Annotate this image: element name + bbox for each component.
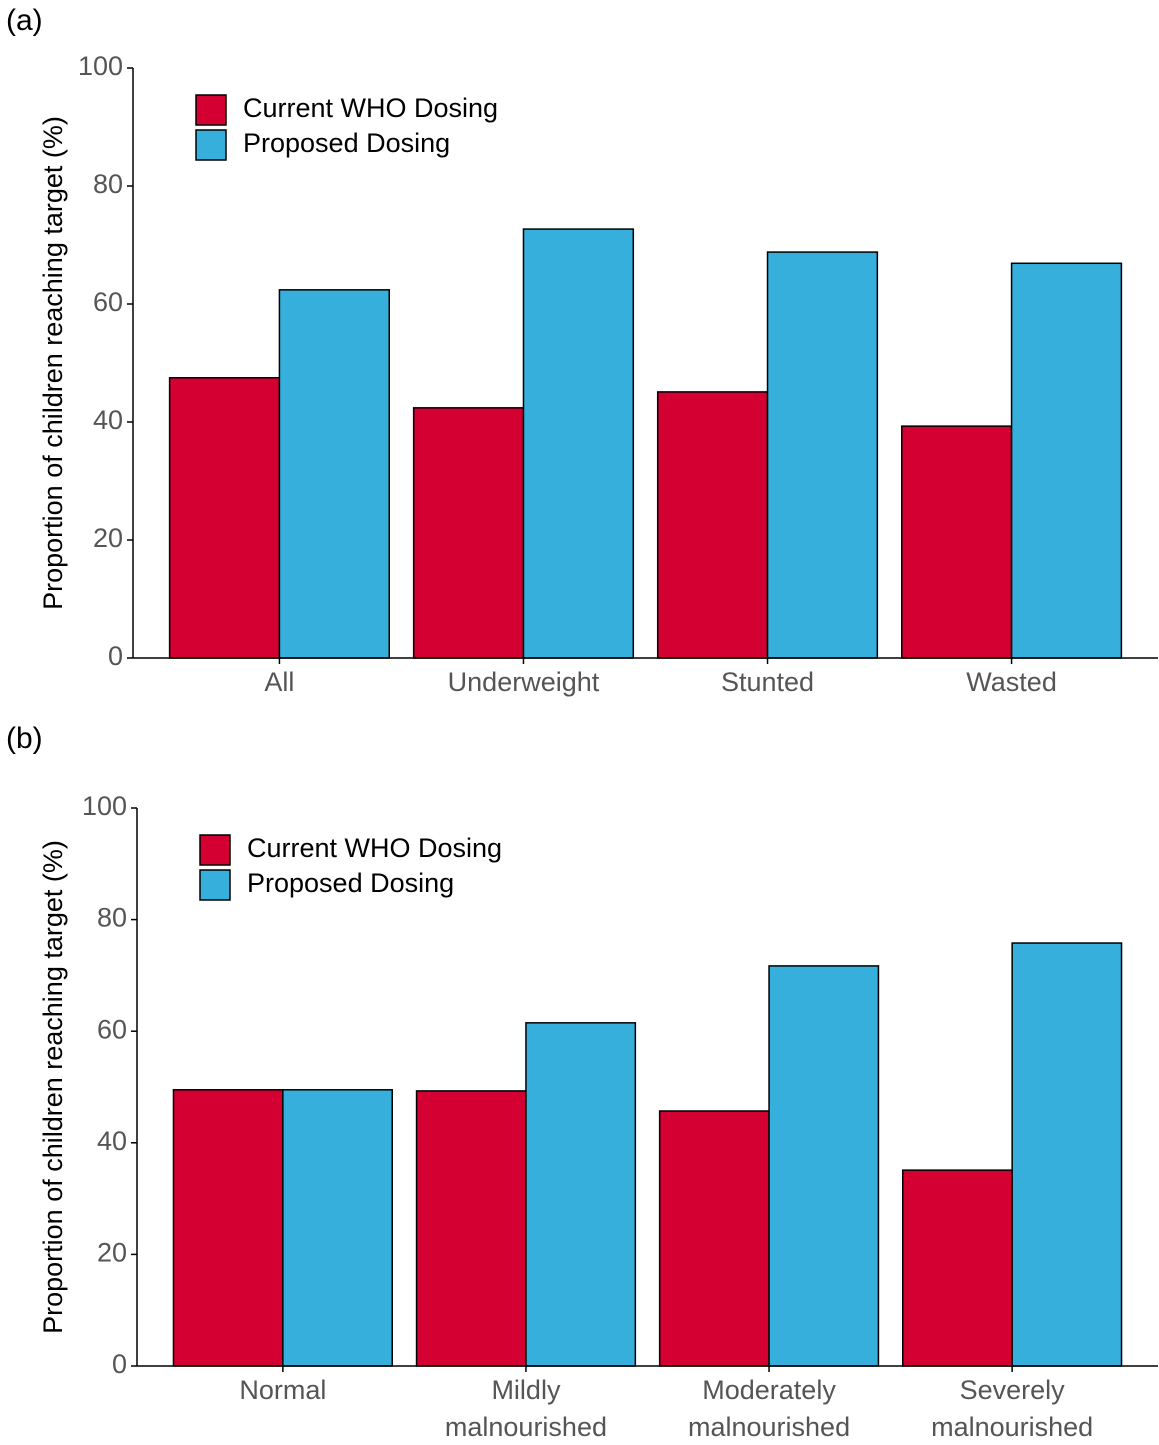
legend-swatch (199, 869, 231, 901)
bar (525, 1022, 637, 1367)
x-tick-label: Underweight (448, 667, 600, 697)
x-tick-label-line: All (264, 667, 294, 697)
bar (415, 1090, 527, 1367)
bar (282, 1089, 394, 1367)
bar (172, 1089, 284, 1367)
y-tick-label: 0 (108, 641, 123, 671)
x-tick-label-line: malnourished (445, 1412, 607, 1442)
bar (168, 377, 281, 659)
y-tick-label: 40 (97, 1126, 127, 1156)
bar (768, 965, 880, 1367)
x-tick-label-line: Underweight (448, 667, 600, 697)
x-tick-label: Severely malnourished (931, 1375, 1093, 1442)
bar (766, 251, 879, 659)
y-tick-label: 20 (93, 523, 123, 553)
y-axis-title: Proportion of children reaching target (… (38, 116, 68, 610)
bar (412, 407, 525, 659)
legend-label: Current WHO Dosing (243, 93, 498, 123)
y-tick-label: 80 (97, 903, 127, 933)
x-tick-label-line: Severely (960, 1375, 1066, 1405)
x-tick-label: Stunted (721, 667, 814, 697)
bar (901, 425, 1013, 659)
bar (656, 391, 769, 659)
x-tick-label-line: Moderately (702, 1375, 836, 1405)
legend-label: Proposed Dosing (247, 868, 454, 898)
y-tick-label: 100 (82, 791, 127, 821)
y-tick-label: 40 (93, 405, 123, 435)
x-tick-label-line: Normal (239, 1375, 326, 1405)
x-tick-label: Moderately malnourished (688, 1375, 850, 1442)
legend-swatch (195, 129, 227, 161)
x-tick-label-line: malnourished (688, 1412, 850, 1442)
x-tick-label: Wasted (966, 667, 1057, 697)
bar (278, 289, 390, 659)
bar (658, 1110, 770, 1367)
y-tick-label: 100 (78, 51, 123, 81)
panel-label: (a) (6, 4, 43, 37)
y-axis-title: Proportion of children reaching target (… (38, 840, 68, 1334)
panel-label: (b) (6, 722, 43, 755)
x-tick-label-line: Stunted (721, 667, 814, 697)
legend-label: Proposed Dosing (243, 128, 450, 158)
x-tick-label-line: malnourished (931, 1412, 1093, 1442)
x-tick-label-line: Mildly (491, 1375, 561, 1405)
x-tick-label: All (264, 667, 294, 697)
legend-swatch (195, 94, 227, 126)
legend-label: Current WHO Dosing (247, 833, 502, 863)
y-tick-label: 80 (93, 169, 123, 199)
legend-swatch (199, 834, 231, 866)
x-tick-label-line: Wasted (966, 667, 1057, 697)
x-tick-label: Normal (239, 1375, 326, 1405)
bar (522, 228, 635, 659)
y-tick-label: 20 (97, 1238, 127, 1268)
y-tick-label: 0 (112, 1349, 127, 1379)
bar (1010, 262, 1123, 659)
x-tick-label: Mildly malnourished (445, 1375, 607, 1442)
y-tick-label: 60 (97, 1014, 127, 1044)
bar (902, 1169, 1013, 1367)
y-tick-label: 60 (93, 287, 123, 317)
bar (1011, 942, 1123, 1367)
